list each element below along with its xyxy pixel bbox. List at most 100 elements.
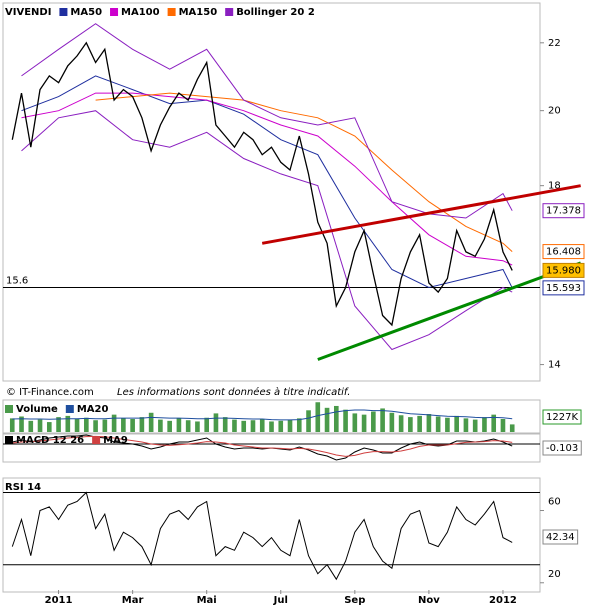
last-price-box	[542, 262, 585, 278]
source: © IT-Finance.com	[6, 387, 94, 398]
volume-bar	[324, 407, 330, 432]
last-value: 16.408	[546, 247, 581, 258]
volume-bar	[408, 417, 413, 432]
volume-bar	[371, 411, 376, 432]
legend-label: MA50	[70, 7, 102, 18]
indicator-line	[12, 435, 513, 457]
x-tick-label: Mar	[122, 595, 144, 606]
y-tick-label: 60	[548, 497, 561, 508]
reference-label: 15.6	[6, 276, 28, 287]
legend-swatch	[65, 405, 74, 413]
legend-swatch	[92, 436, 101, 444]
legend-swatch	[110, 8, 119, 16]
last-value-box	[542, 280, 585, 296]
volume-bar	[148, 412, 154, 432]
legend-label: Volume	[16, 404, 58, 415]
last-value: 1227K	[546, 412, 578, 423]
volume-bar	[352, 413, 358, 432]
x-tick-label: Mai	[197, 595, 217, 606]
volume-bar	[472, 419, 478, 432]
volume-bar	[296, 418, 302, 432]
volume-bar	[398, 415, 404, 432]
y-tick-label: 18	[548, 181, 561, 192]
volume-panel	[2, 399, 541, 434]
volume-bar	[19, 416, 24, 432]
volume-bar	[287, 419, 293, 432]
volume-bar	[176, 418, 182, 432]
last-value: -0.103	[546, 443, 578, 454]
volume-bar	[130, 418, 135, 432]
legend-swatch	[59, 8, 68, 16]
volume-bar	[380, 408, 385, 432]
legend-label: MACD 12 26	[16, 435, 84, 446]
volume-bar	[28, 420, 34, 432]
last-price: 15.980	[546, 265, 581, 276]
last-value-box	[542, 529, 579, 545]
volume-bar	[278, 420, 284, 432]
x-tick-label: 2011	[45, 595, 73, 606]
volume-bar	[491, 414, 497, 432]
volume-bar	[37, 419, 43, 432]
volume-bar	[74, 418, 80, 432]
volume-bar	[500, 418, 506, 432]
volume-bar	[111, 414, 117, 432]
y-tick-label: 20	[548, 569, 561, 580]
x-tick-label: Jul	[273, 595, 288, 606]
last-value-box	[542, 203, 585, 219]
volume-bar	[167, 420, 172, 432]
rsi-panel	[2, 477, 541, 593]
volume-bar	[333, 405, 339, 432]
last-value-box	[542, 244, 585, 260]
legend-swatch	[5, 436, 13, 444]
chart-title: VIVENDI	[5, 7, 51, 18]
last-value-box	[542, 440, 582, 456]
volume-bar	[56, 417, 61, 432]
legend-swatch	[167, 8, 176, 16]
last-value-box	[542, 409, 582, 425]
volume-bar	[195, 421, 200, 432]
volume-bar	[93, 420, 98, 432]
legend-label: MA9	[103, 435, 128, 446]
trend-line	[317, 261, 582, 361]
volume-bar	[454, 415, 459, 432]
volume-bar	[463, 418, 469, 432]
volume-bar	[445, 417, 450, 432]
volume-bar	[158, 419, 163, 432]
volume-bar	[185, 420, 191, 432]
volume-bar	[102, 419, 108, 432]
volume-bar	[361, 414, 367, 432]
y-tick-label: 14	[548, 360, 561, 371]
volume-bar	[306, 410, 311, 432]
volume-bar	[65, 415, 71, 432]
disclaimer: Les informations sont données à titre in…	[117, 386, 350, 398]
trend-line	[261, 184, 581, 245]
price-line	[11, 41, 513, 327]
volume-bar	[343, 409, 348, 432]
volume-bar	[139, 417, 145, 432]
volume-bar	[417, 415, 422, 432]
volume-bar	[84, 417, 89, 432]
volume-bar	[204, 417, 210, 432]
x-tick-label: Nov	[418, 595, 440, 606]
macd-panel	[2, 433, 541, 463]
legend-swatch	[225, 8, 234, 16]
y-tick-label: 20	[548, 106, 561, 117]
ma-line	[21, 75, 513, 289]
ma-line	[21, 92, 513, 266]
legend-label: MA20	[77, 404, 109, 415]
volume-bar	[232, 419, 237, 432]
last-value: 42.34	[546, 532, 575, 543]
main-panel	[2, 2, 541, 382]
volume-bar	[250, 420, 256, 432]
volume-bar	[435, 416, 441, 432]
volume-bar	[315, 402, 321, 432]
legend-label: MA100	[121, 7, 160, 18]
x-tick-label: 2012	[489, 595, 517, 606]
y-tick-label: 22	[548, 38, 561, 49]
volume-bar	[222, 417, 228, 432]
volume-bar	[9, 418, 15, 432]
volume-bar	[482, 417, 487, 432]
legend-label: MA150	[179, 7, 218, 18]
